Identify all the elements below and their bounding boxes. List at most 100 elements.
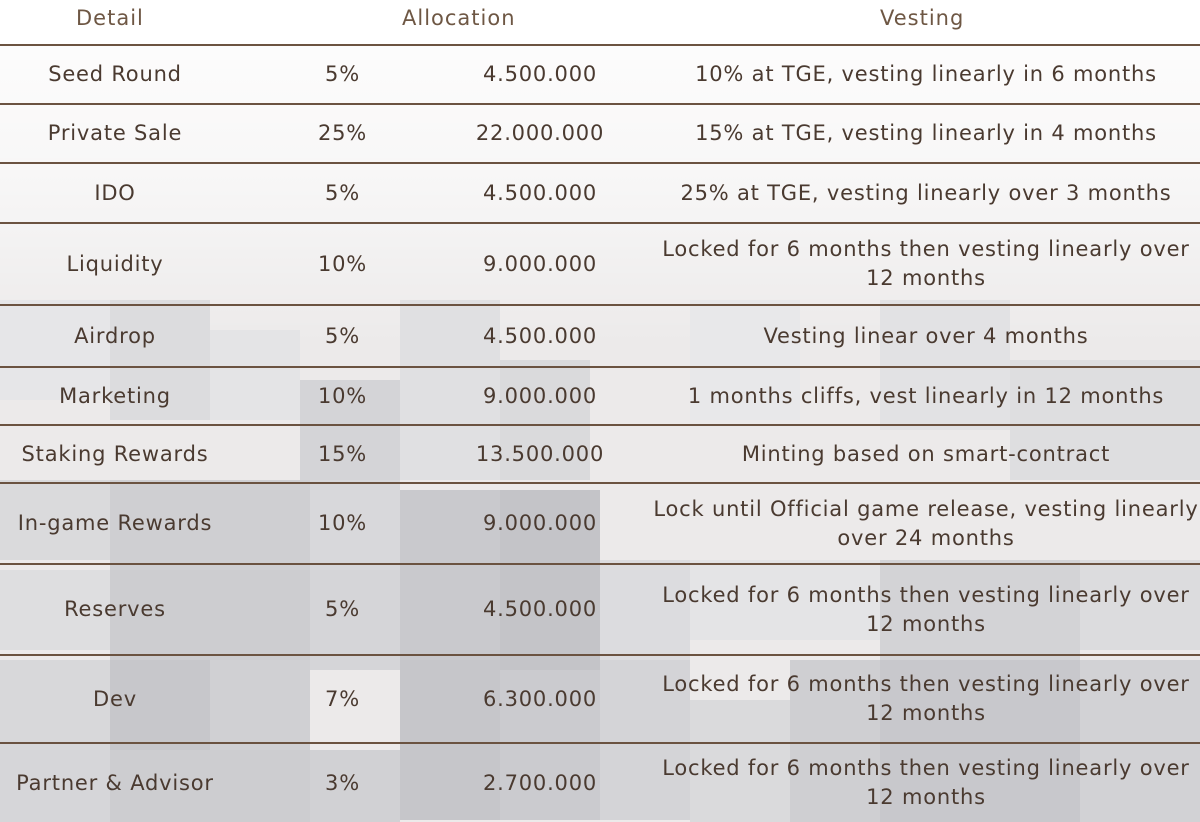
cell-vesting: Lock until Official game release, vestin… (653, 496, 1199, 550)
mosaic-block (1080, 560, 1200, 650)
cell-percent: 5% (325, 597, 360, 621)
mosaic-block (880, 660, 1080, 822)
cell-vesting: Locked for 6 months then vesting linearl… (662, 582, 1190, 636)
cell-vesting: Minting based on smart-contract (741, 441, 1111, 466)
table-row: Liquidity 10% 9.000.000 Locked for 6 mon… (0, 224, 1200, 304)
cell-amount: 2.700.000 (482, 770, 598, 795)
cell-vesting: 25% at TGE, vesting linearly over 3 mont… (680, 180, 1172, 205)
cell-percent: 5% (325, 323, 360, 348)
mosaic-block (880, 300, 1010, 430)
table-row: Seed Round 5% 4.500.000 10% at TGE, vest… (0, 46, 1200, 103)
row-divider (0, 742, 1200, 744)
cell-amount: 13.500.000 (475, 441, 605, 466)
table-row: Private Sale 25% 22.000.000 15% at TGE, … (0, 105, 1200, 162)
cell-percent: 5% (325, 62, 360, 86)
mosaic-block (310, 750, 400, 822)
row-divider (0, 222, 1200, 224)
row-divider (0, 44, 1200, 46)
mosaic-block (210, 660, 310, 750)
mosaic-block (110, 750, 310, 822)
cell-amount: 22.000.000 (475, 121, 605, 145)
cell-vesting: Locked for 6 months then vesting linearl… (662, 672, 1190, 725)
mosaic-block (1010, 360, 1200, 480)
mosaic-block (0, 300, 110, 400)
cell-amount: 9.000.000 (482, 251, 598, 276)
cell-percent: 7% (325, 686, 360, 711)
mosaic-block (790, 660, 880, 822)
cell-detail: Private Sale (47, 121, 183, 145)
row-divider (0, 654, 1200, 656)
cell-percent: 5% (325, 180, 360, 205)
mosaic-block (500, 360, 590, 480)
header-vesting: Vesting (880, 6, 965, 30)
mosaic-block (0, 660, 110, 750)
cell-percent: 10% (317, 251, 368, 276)
row-divider (0, 563, 1200, 565)
cell-amount: 6.300.000 (482, 686, 598, 711)
row-divider (0, 366, 1200, 368)
cell-vesting: 15% at TGE, vesting linearly in 4 months (695, 121, 1157, 145)
mosaic-block (1080, 660, 1200, 822)
mosaic-block (110, 300, 210, 420)
cell-percent: 3% (325, 770, 360, 795)
mosaic-block (0, 750, 110, 822)
mosaic-block (600, 560, 690, 660)
mosaic-block (0, 480, 110, 560)
table-row: IDO 5% 4.500.000 25% at TGE, vesting lin… (0, 164, 1200, 222)
cell-percent: 10% (317, 383, 368, 408)
mosaic-block (600, 660, 690, 820)
table-row: Marketing 10% 9.000.000 1 months cliffs,… (0, 368, 1200, 424)
cell-vesting: 10% at TGE, vesting linearly in 6 months (695, 62, 1157, 86)
cell-detail: Partner & Advisor (16, 770, 214, 795)
mosaic-block (400, 660, 500, 820)
mosaic-block (110, 480, 310, 570)
table-row: Dev 7% 6.300.000 Locked for 6 months the… (0, 656, 1200, 742)
row-divider (0, 103, 1200, 105)
mosaic-block (880, 560, 1080, 670)
cell-amount: 9.000.000 (482, 511, 598, 535)
mosaic-block (500, 670, 600, 820)
cell-vesting: Locked for 6 months then vesting linearl… (662, 237, 1190, 290)
mosaic-block (690, 300, 800, 420)
mosaic-block (400, 300, 500, 480)
mosaic-block (310, 570, 400, 670)
cell-detail: Reserves (64, 597, 166, 621)
table-row: Partner & Advisor 3% 2.700.000 Locked fo… (0, 744, 1200, 822)
mosaic-block (400, 490, 500, 660)
cell-amount: 4.500.000 (482, 180, 598, 205)
mosaic-block (690, 700, 790, 822)
mosaic-block (300, 380, 400, 490)
row-divider (0, 424, 1200, 426)
mosaic-block (500, 490, 600, 670)
header-allocation: Allocation (402, 6, 516, 30)
cell-detail: Staking Rewards (21, 441, 209, 466)
cell-detail: Dev (93, 686, 137, 711)
header-detail: Detail (76, 6, 144, 30)
table-row: In-game Rewards 10% 9.000.000 Lock until… (0, 484, 1200, 563)
mosaic-block (690, 560, 880, 640)
row-divider (0, 304, 1200, 306)
cell-detail: Marketing (59, 383, 171, 408)
mosaic-block (210, 330, 300, 420)
cell-vesting: 1 months cliffs, vest linearly in 12 mon… (687, 383, 1165, 408)
table-row: Airdrop 5% 4.500.000 Vesting linear over… (0, 306, 1200, 366)
table-row: Reserves 5% 4.500.000 Locked for 6 month… (0, 565, 1200, 654)
cell-percent: 15% (317, 441, 368, 466)
cell-percent: 25% (317, 121, 368, 145)
cell-amount: 4.500.000 (482, 323, 598, 348)
cell-percent: 10% (317, 511, 368, 535)
table-row: Staking Rewards 15% 13.500.000 Minting b… (0, 426, 1200, 482)
cell-detail: Liquidity (66, 251, 164, 276)
cell-amount: 4.500.000 (482, 597, 598, 621)
mosaic-block (0, 570, 110, 650)
cell-amount: 4.500.000 (482, 62, 598, 86)
cell-detail: Seed Round (48, 62, 182, 86)
cell-vesting: Vesting linear over 4 months (763, 323, 1089, 348)
row-divider (0, 162, 1200, 164)
cell-detail: IDO (94, 180, 136, 205)
cell-vesting: Locked for 6 months then vesting linearl… (662, 756, 1190, 809)
mosaic-block (110, 570, 310, 670)
row-divider (0, 482, 1200, 484)
cell-detail: Airdrop (74, 323, 156, 348)
